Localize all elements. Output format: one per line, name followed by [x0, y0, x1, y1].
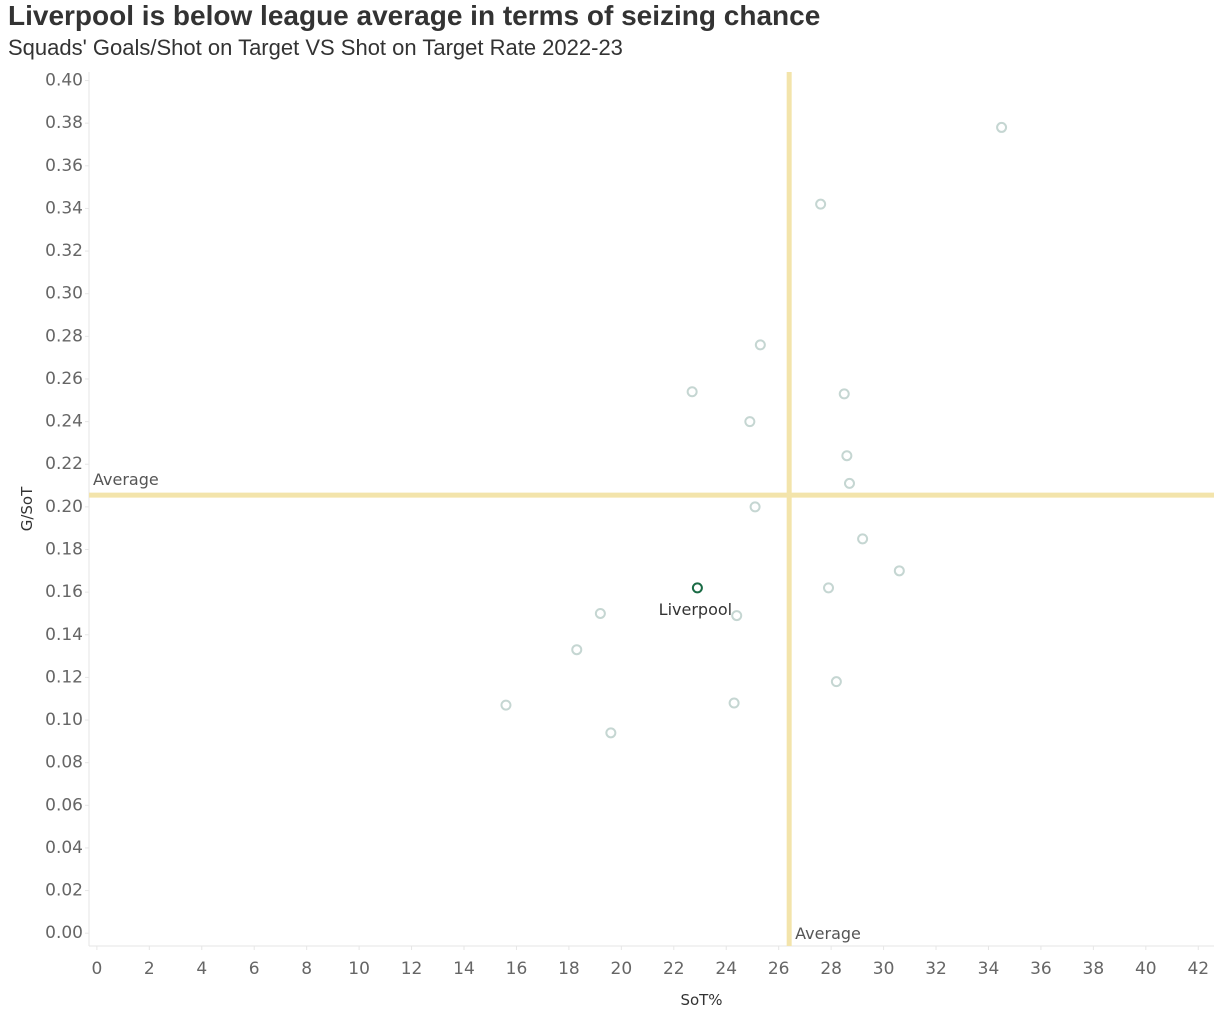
data-point[interactable]: [996, 121, 1008, 133]
data-point[interactable]: [843, 477, 855, 489]
y-tick-label: 0.18: [45, 540, 83, 560]
y-tick-label: 0.28: [45, 326, 83, 346]
data-point-liverpool[interactable]: [691, 582, 703, 594]
data-point[interactable]: [594, 607, 606, 619]
y-axis-ticks: 0.00 0.02 0.04 0.06 0.08 0.10 0.12 0.14 0.16 0.18…: [45, 71, 89, 943]
data-point[interactable]: [731, 610, 743, 622]
data-point[interactable]: [728, 697, 740, 709]
x-tick-label: 24: [715, 959, 737, 979]
y-tick-label: 0.12: [45, 667, 83, 687]
y-tick-label: 0.34: [45, 198, 83, 218]
y-tick-label: 0.40: [45, 71, 83, 91]
x-tick-label: 40: [1135, 959, 1157, 979]
chart-title: Liverpool is below league average in ter…: [8, 0, 821, 31]
data-point[interactable]: [893, 565, 905, 577]
x-tick-label: 0: [91, 959, 102, 979]
y-axis-title: G/SoT: [18, 486, 36, 531]
data-point[interactable]: [841, 450, 853, 462]
data-point[interactable]: [823, 582, 835, 594]
data-point[interactable]: [749, 501, 761, 513]
y-tick-label: 0.30: [45, 284, 83, 304]
x-tick-label: 42: [1187, 959, 1209, 979]
axes: [88, 72, 1214, 947]
y-tick-label: 0.04: [45, 838, 83, 858]
x-tick-label: 30: [873, 959, 895, 979]
data-point[interactable]: [830, 676, 842, 688]
x-tick-label: 22: [663, 959, 685, 979]
y-tick-label: 0.22: [45, 454, 83, 474]
x-tick-label: 6: [249, 959, 260, 979]
x-tick-label: 36: [1030, 959, 1052, 979]
data-point-label: Liverpool: [659, 600, 732, 619]
data-point[interactable]: [744, 416, 756, 428]
data-point[interactable]: [815, 198, 827, 210]
y-tick-label: 0.38: [45, 113, 83, 133]
y-tick-label: 0.14: [45, 625, 83, 645]
x-tick-label: 34: [978, 959, 1000, 979]
x-tick-label: 26: [768, 959, 790, 979]
data-points: Liverpool: [500, 121, 1008, 739]
x-tick-label: 20: [611, 959, 633, 979]
y-tick-label: 0.16: [45, 582, 83, 602]
x-tick-label: 28: [820, 959, 842, 979]
y-tick-label: 0.10: [45, 710, 83, 730]
x-tick-label: 32: [925, 959, 947, 979]
x-tick-label: 38: [1083, 959, 1105, 979]
data-point[interactable]: [754, 339, 766, 351]
y-tick-label: 0.26: [45, 369, 83, 389]
x-tick-label: 10: [348, 959, 370, 979]
y-tick-label: 0.36: [45, 156, 83, 176]
x-tick-label: 18: [558, 959, 580, 979]
x-tick-label: 4: [196, 959, 207, 979]
y-tick-label: 0.32: [45, 241, 83, 261]
x-average-label: Average: [795, 924, 861, 943]
x-tick-label: 14: [453, 959, 475, 979]
y-tick-label: 0.24: [45, 412, 83, 432]
data-point[interactable]: [571, 644, 583, 656]
data-point[interactable]: [605, 727, 617, 739]
y-tick-label: 0.02: [45, 881, 83, 901]
y-tick-label: 0.20: [45, 497, 83, 517]
reference-lines: Average Average: [89, 72, 1214, 946]
x-tick-label: 12: [401, 959, 423, 979]
x-axis-title: SoT%: [680, 991, 722, 1009]
y-average-label: Average: [93, 470, 159, 489]
chart-subtitle: Squads' Goals/Shot on Target VS Shot on …: [8, 35, 623, 60]
x-tick-label: 2: [144, 959, 155, 979]
y-tick-label: 0.00: [45, 923, 83, 943]
x-axis-ticks: 0 2 4 6 8 10 12 14 16 18 20 22 24 26 28 30 32 34 36 38 40 42: [91, 946, 1209, 979]
x-tick-label: 16: [506, 959, 528, 979]
data-point[interactable]: [857, 533, 869, 545]
data-point[interactable]: [686, 386, 698, 398]
y-tick-label: 0.08: [45, 753, 83, 773]
y-tick-label: 0.06: [45, 795, 83, 815]
x-tick-label: 8: [301, 959, 312, 979]
data-point[interactable]: [500, 699, 512, 711]
data-point[interactable]: [838, 388, 850, 400]
